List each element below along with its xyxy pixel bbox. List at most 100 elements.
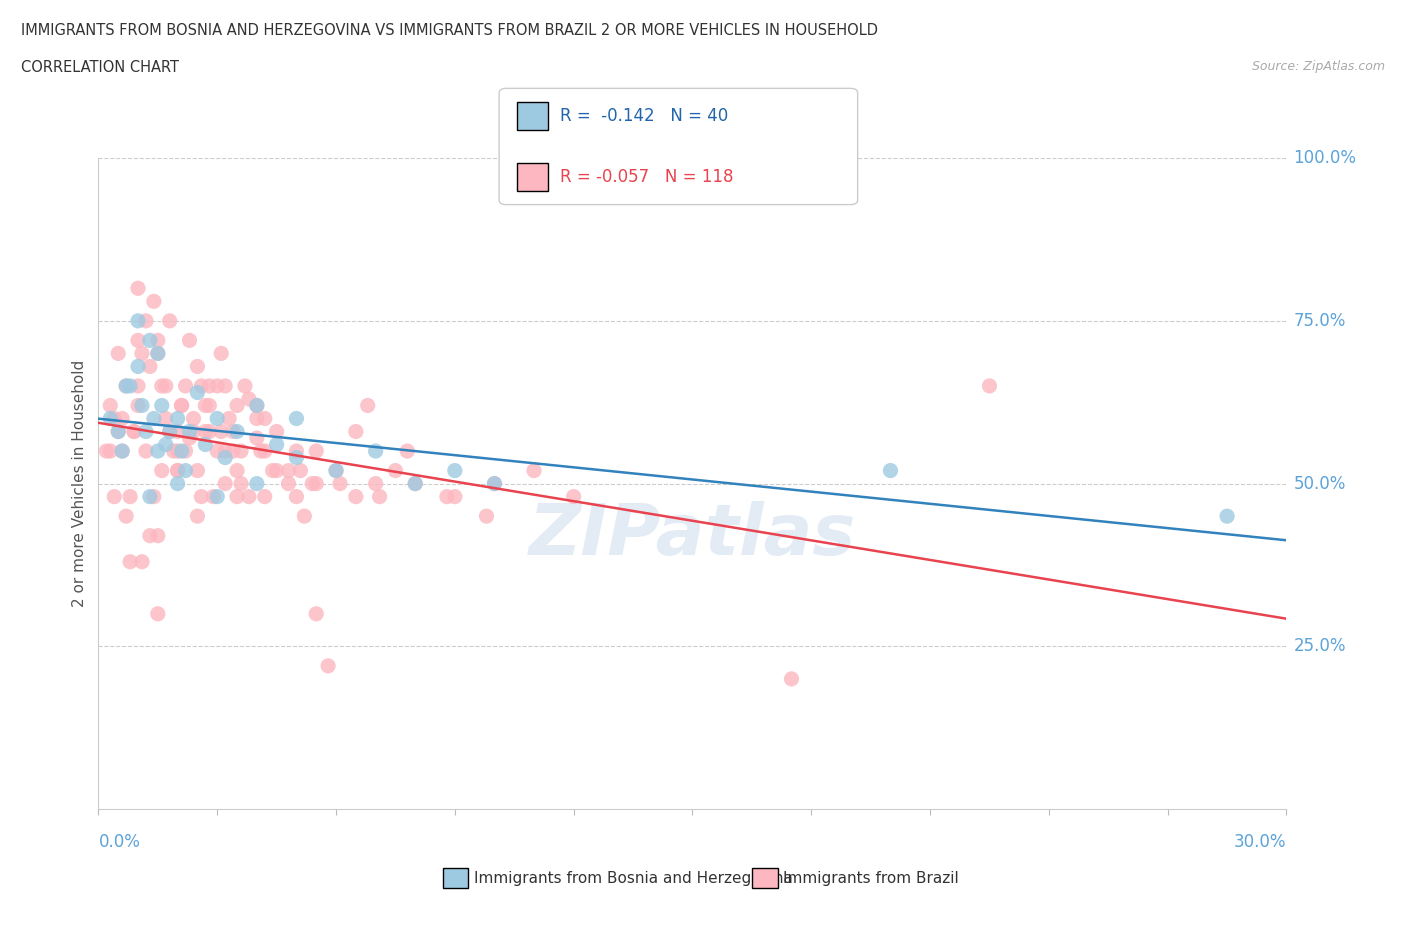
Text: 100.0%: 100.0% bbox=[1294, 149, 1357, 167]
Text: R = -0.057   N = 118: R = -0.057 N = 118 bbox=[560, 167, 733, 186]
Point bbox=[246, 476, 269, 491]
Point bbox=[246, 411, 269, 426]
Point bbox=[122, 424, 145, 439]
Text: R =  -0.142   N = 40: R = -0.142 N = 40 bbox=[560, 107, 728, 126]
Point bbox=[266, 463, 288, 478]
Point bbox=[209, 424, 232, 439]
Point bbox=[226, 424, 249, 439]
Point bbox=[202, 489, 225, 504]
Point bbox=[194, 398, 217, 413]
Point bbox=[170, 444, 193, 458]
Point bbox=[249, 444, 271, 458]
Point bbox=[183, 411, 205, 426]
Point bbox=[253, 411, 276, 426]
Point bbox=[159, 424, 181, 439]
Point bbox=[139, 489, 162, 504]
Point bbox=[266, 424, 288, 439]
Point bbox=[190, 379, 212, 393]
Point bbox=[218, 411, 240, 426]
Text: 75.0%: 75.0% bbox=[1294, 312, 1346, 330]
Point bbox=[253, 444, 276, 458]
Point bbox=[384, 463, 406, 478]
Point bbox=[170, 398, 193, 413]
Point bbox=[135, 444, 157, 458]
Point bbox=[233, 379, 256, 393]
Point bbox=[115, 379, 138, 393]
Text: IMMIGRANTS FROM BOSNIA AND HERZEGOVINA VS IMMIGRANTS FROM BRAZIL 2 OR MORE VEHIC: IMMIGRANTS FROM BOSNIA AND HERZEGOVINA V… bbox=[21, 23, 879, 38]
Point bbox=[207, 379, 229, 393]
Point bbox=[364, 476, 387, 491]
Text: 30.0%: 30.0% bbox=[1234, 832, 1286, 851]
Point bbox=[262, 463, 284, 478]
Point bbox=[364, 444, 387, 458]
Point bbox=[396, 444, 419, 458]
Point bbox=[238, 489, 260, 504]
Point bbox=[444, 489, 467, 504]
Point bbox=[111, 444, 134, 458]
Point bbox=[146, 346, 169, 361]
Point bbox=[357, 398, 380, 413]
Point bbox=[127, 333, 149, 348]
Point bbox=[484, 476, 506, 491]
Point bbox=[562, 489, 585, 504]
Point bbox=[229, 476, 252, 491]
Point bbox=[238, 392, 260, 406]
Point bbox=[979, 379, 1001, 393]
Point bbox=[115, 379, 138, 393]
Point bbox=[159, 313, 181, 328]
Text: Immigrants from Bosnia and Herzegovina: Immigrants from Bosnia and Herzegovina bbox=[474, 871, 793, 886]
Point bbox=[174, 444, 197, 458]
Point bbox=[98, 398, 121, 413]
Point bbox=[404, 476, 426, 491]
Point bbox=[179, 333, 201, 348]
Point bbox=[186, 359, 208, 374]
Point bbox=[484, 476, 506, 491]
Point bbox=[179, 424, 201, 439]
Point bbox=[246, 398, 269, 413]
Point bbox=[368, 489, 391, 504]
Point bbox=[146, 606, 169, 621]
Point bbox=[475, 509, 498, 524]
Point bbox=[159, 424, 181, 439]
Point bbox=[135, 313, 157, 328]
Point bbox=[290, 463, 312, 478]
Point bbox=[166, 463, 188, 478]
Point bbox=[316, 658, 339, 673]
Point bbox=[780, 671, 803, 686]
Point bbox=[209, 346, 232, 361]
Point bbox=[329, 476, 352, 491]
Point bbox=[127, 359, 149, 374]
Point bbox=[166, 463, 188, 478]
Point bbox=[207, 489, 229, 504]
Point bbox=[174, 463, 197, 478]
Point bbox=[166, 424, 188, 439]
Point bbox=[146, 528, 169, 543]
Point bbox=[111, 411, 134, 426]
Point bbox=[131, 554, 153, 569]
Point bbox=[194, 437, 217, 452]
Point bbox=[98, 444, 121, 458]
Point bbox=[207, 411, 229, 426]
Point bbox=[150, 398, 173, 413]
Point bbox=[292, 509, 315, 524]
Point bbox=[436, 489, 458, 504]
Point bbox=[325, 463, 347, 478]
Point bbox=[115, 509, 138, 524]
Point bbox=[120, 379, 142, 393]
Point bbox=[155, 411, 177, 426]
Point bbox=[186, 463, 208, 478]
Text: 25.0%: 25.0% bbox=[1294, 637, 1346, 656]
Point bbox=[190, 489, 212, 504]
Point bbox=[301, 476, 323, 491]
Point bbox=[226, 489, 249, 504]
Point bbox=[166, 444, 188, 458]
Point bbox=[142, 411, 165, 426]
Point bbox=[170, 398, 193, 413]
Point bbox=[277, 476, 299, 491]
Point bbox=[207, 444, 229, 458]
Point bbox=[183, 424, 205, 439]
Point bbox=[142, 294, 165, 309]
Point bbox=[139, 359, 162, 374]
Point bbox=[444, 463, 467, 478]
Point bbox=[163, 444, 186, 458]
